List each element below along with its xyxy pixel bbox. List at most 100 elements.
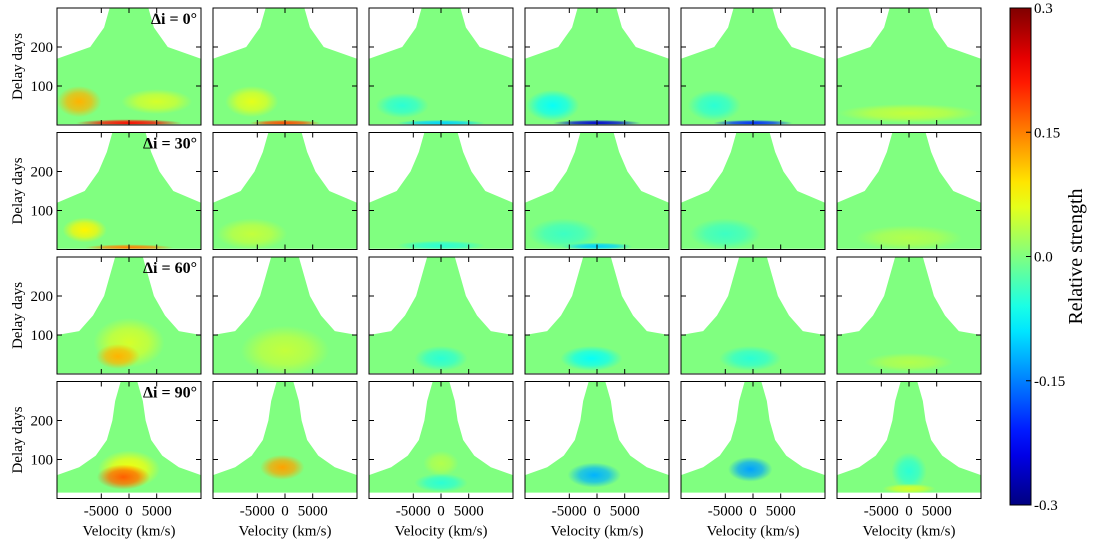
- heatmap-cells: [414, 450, 468, 493]
- heatmap-cells: [882, 452, 936, 493]
- support-region: [837, 132, 981, 249]
- heatmap-cells: [240, 325, 330, 374]
- heatmap-cells: [855, 225, 963, 249]
- heatmap-blob: [838, 103, 980, 123]
- support-region: [837, 8, 981, 125]
- annotation: Δi = 30°: [143, 136, 197, 153]
- y-axis-label: Delay days: [10, 33, 26, 100]
- heatmap-blob: [864, 352, 954, 372]
- x-tick-label: 5000: [454, 504, 484, 520]
- colorbar-tick-label: -0.15: [1034, 374, 1065, 390]
- support-region: [525, 381, 669, 493]
- colorbar-tick-label: 0.15: [1034, 125, 1060, 141]
- annotation: Δi = 90°: [143, 385, 197, 402]
- y-tick-label: 100: [31, 204, 54, 220]
- support-region: [369, 257, 513, 374]
- y-axis-label: Delay days: [10, 406, 26, 473]
- x-tick-label: -5000: [708, 504, 743, 520]
- y-tick-label: 100: [31, 79, 54, 95]
- heatmap-cells: [689, 218, 761, 249]
- support-region: [369, 132, 513, 249]
- heatmap-blob: [240, 325, 330, 374]
- x-tick-label: 0: [749, 504, 757, 520]
- x-tick-label: 0: [281, 504, 289, 520]
- x-tick-label: 5000: [298, 504, 328, 520]
- y-axis-label: Delay days: [10, 282, 26, 349]
- heatmap-blob: [423, 450, 459, 476]
- heatmap-blob: [689, 218, 761, 249]
- heatmap-cells: [864, 352, 954, 372]
- support-region: [681, 381, 825, 493]
- support-region: [213, 381, 357, 493]
- heatmap-blob: [728, 456, 773, 482]
- heatmap-cells: [719, 345, 782, 371]
- annotation: Δi = 0°: [151, 11, 197, 28]
- support-region: [837, 257, 981, 374]
- heatmap-blob: [719, 345, 782, 371]
- heatmap-cells: [560, 345, 623, 371]
- heatmap-blob: [882, 483, 936, 493]
- x-tick-label: -5000: [396, 504, 431, 520]
- colorbar-label: Relative strength: [1065, 188, 1087, 324]
- y-tick-label: 200: [31, 414, 54, 430]
- y-tick-label: 100: [31, 328, 54, 344]
- colorbar-tick-label: 0.3: [1034, 1, 1053, 17]
- annotation: Δi = 60°: [143, 260, 197, 277]
- y-tick-label: 100: [31, 453, 54, 469]
- heatmap-blob: [560, 345, 623, 371]
- heatmap-blob: [216, 218, 288, 249]
- x-tick-label: 5000: [142, 504, 172, 520]
- heatmap-blob: [414, 345, 468, 371]
- x-axis-label: Velocity (km/s): [395, 524, 488, 540]
- heatmap-blob: [95, 343, 141, 369]
- heatmap-blob: [225, 86, 279, 118]
- heatmap-blob: [528, 218, 600, 249]
- heatmap-blob: [526, 89, 580, 122]
- support-region: [681, 257, 825, 374]
- x-tick-label: 5000: [922, 504, 952, 520]
- x-axis-label: Velocity (km/s): [551, 524, 644, 540]
- y-tick-label: 200: [31, 165, 54, 181]
- heatmap-blob: [855, 225, 963, 249]
- x-tick-label: 0: [437, 504, 445, 520]
- x-tick-label: -5000: [552, 504, 587, 520]
- heatmap-cells: [838, 103, 980, 123]
- heatmap-blob: [567, 462, 621, 488]
- heatmap-cells: [414, 345, 468, 371]
- support-region: [57, 257, 201, 374]
- x-axis-label: Velocity (km/s): [863, 524, 956, 540]
- heatmap-cells: [260, 454, 305, 480]
- heatmap-blob: [260, 454, 305, 480]
- x-tick-label: -5000: [240, 504, 275, 520]
- y-tick-label: 200: [31, 289, 54, 305]
- heatmap-cells: [93, 317, 165, 369]
- x-tick-label: 5000: [610, 504, 640, 520]
- heatmap-cells: [567, 462, 621, 488]
- x-tick-label: 5000: [766, 504, 796, 520]
- heatmap-blob: [687, 89, 741, 122]
- y-axis-label: Delay days: [10, 157, 26, 224]
- support-region: [837, 381, 981, 493]
- x-axis-label: Velocity (km/s): [239, 524, 332, 540]
- heatmap-cells: [216, 218, 288, 249]
- heatmap-cells: [96, 450, 161, 490]
- heatmap-blob: [121, 89, 193, 115]
- x-tick-label: -5000: [84, 504, 119, 520]
- x-tick-label: 0: [905, 504, 913, 520]
- heatmap-blob: [891, 452, 927, 490]
- heatmap-blob: [96, 464, 151, 490]
- colorbar-tick-label: -0.3: [1034, 498, 1058, 514]
- x-axis-label: Velocity (km/s): [707, 524, 800, 540]
- support-region: [369, 381, 513, 493]
- support-region: [525, 257, 669, 374]
- colorbar-tick-label: 0.0: [1034, 250, 1053, 266]
- heatmap-blob: [62, 217, 107, 243]
- heatmap-blob: [375, 93, 429, 118]
- heatmap-cells: [728, 456, 773, 482]
- x-tick-label: 0: [593, 504, 601, 520]
- y-tick-label: 200: [31, 40, 54, 56]
- x-tick-label: -5000: [864, 504, 899, 520]
- heatmap-blob: [414, 473, 468, 493]
- x-tick-label: 0: [125, 504, 133, 520]
